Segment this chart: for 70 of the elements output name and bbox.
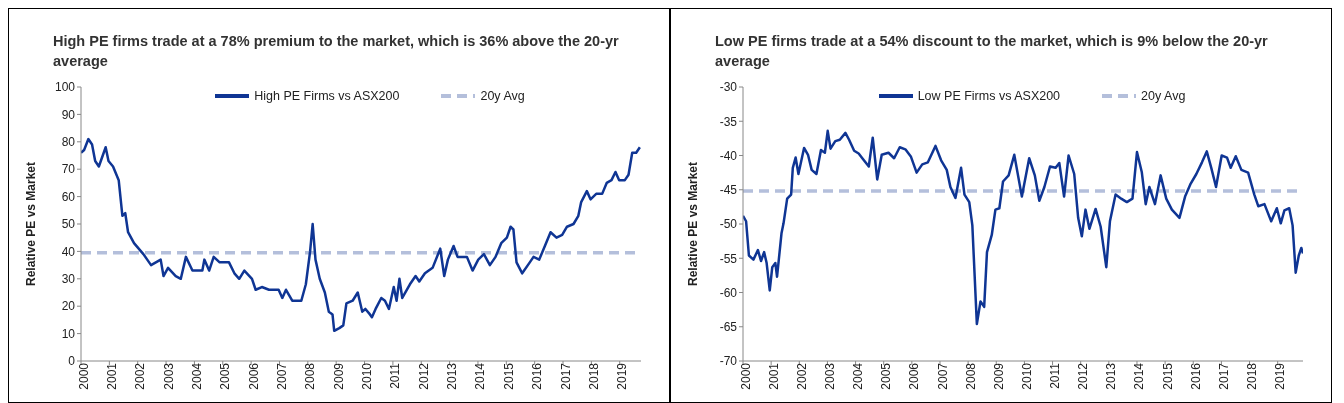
x-tick-label: 2018 [1245, 362, 1260, 390]
x-tick-label: 2014 [1132, 362, 1147, 390]
y-tick-label: 90 [61, 107, 76, 122]
x-tick-label: 2005 [879, 362, 894, 390]
x-tick-label: 2004 [189, 362, 204, 390]
x-tick-label: 2006 [246, 362, 261, 390]
x-tick-label: 2001 [766, 362, 781, 390]
x-tick-label: 2011 [388, 362, 403, 389]
x-tick-label: 2002 [133, 362, 148, 390]
y-tick-label: 80 [61, 135, 76, 150]
y-tick-label: 10 [61, 326, 76, 341]
legend-label: Low PE Firms vs ASX200 [916, 89, 1061, 103]
y-tick-label: 60 [61, 189, 76, 204]
y-tick-label: 0 [68, 354, 76, 369]
x-tick-label: 2014 [473, 362, 488, 390]
y-tick-label: -35 [719, 114, 738, 129]
x-tick-label: 2015 [501, 362, 516, 390]
x-tick-label: 2008 [963, 362, 978, 390]
y-tick-label: 70 [61, 162, 76, 177]
y-tick-label: -55 [719, 251, 738, 266]
x-tick-label: 2008 [303, 362, 318, 390]
x-tick-label: 2019 [615, 362, 630, 390]
x-tick-label: 2004 [851, 362, 866, 390]
y-tick-label: -70 [719, 354, 738, 369]
x-tick-label: 2005 [218, 362, 233, 390]
x-tick-label: 2013 [445, 362, 460, 390]
chart-title: Low PE firms trade at a 54% discount to the market, which is 9% below the 20-yr average [715, 32, 1269, 71]
x-tick-label: 2001 [104, 362, 119, 390]
x-tick-label: 2010 [360, 362, 375, 390]
x-tick-label: 2007 [275, 362, 289, 390]
line-series [743, 129, 1303, 326]
legend-label: 20y Avg [1140, 89, 1186, 103]
y-tick-label: 30 [61, 272, 76, 287]
x-tick-label: 2007 [935, 362, 950, 390]
chart-title: High PE firms trade at a 78% premium to the market, which is 36% above the 20-yr average [53, 32, 620, 71]
x-tick-label: 2017 [558, 362, 573, 390]
y-tick-label: -65 [719, 320, 738, 335]
x-tick-label: 2017 [1216, 362, 1231, 390]
x-tick-label: 2015 [1160, 362, 1175, 390]
x-tick-label: 2012 [1076, 362, 1091, 390]
y-tick-label: -45 [719, 183, 738, 198]
x-tick-label: 2009 [331, 362, 346, 390]
x-tick-label: 2003 [161, 362, 176, 390]
x-tick-label: 2012 [416, 362, 431, 390]
y-tick-label: 100 [54, 80, 76, 95]
x-tick-label: 2000 [76, 362, 91, 390]
x-tick-label: 2016 [530, 362, 545, 390]
legend-label: High PE Firms vs ASX200 [253, 89, 400, 103]
y-tick-label: -50 [719, 217, 738, 232]
y-axis-title: Relative PE vs Market [686, 161, 701, 287]
x-tick-label: 2002 [794, 362, 809, 390]
y-tick-label: -30 [719, 80, 738, 95]
x-tick-label: 2000 [738, 362, 753, 390]
y-tick-label: 20 [61, 299, 76, 314]
x-tick-label: 2016 [1188, 362, 1203, 390]
x-tick-label: 2018 [586, 362, 601, 390]
x-tick-label: 2011 [1048, 362, 1063, 389]
y-axis-title: Relative PE vs Market [24, 161, 39, 287]
y-tick-label: 40 [61, 244, 76, 259]
x-tick-label: 2013 [1104, 362, 1119, 390]
line-series [81, 137, 641, 333]
legend-label: 20y Avg [479, 89, 525, 103]
x-tick-label: 2019 [1273, 362, 1288, 390]
x-tick-label: 2009 [991, 362, 1006, 390]
y-tick-label: 50 [61, 217, 76, 232]
y-tick-label: -60 [719, 285, 738, 300]
x-tick-label: 2006 [907, 362, 922, 390]
x-tick-label: 2003 [822, 362, 837, 390]
x-tick-label: 2010 [1019, 362, 1034, 390]
y-tick-label: -40 [719, 148, 738, 163]
